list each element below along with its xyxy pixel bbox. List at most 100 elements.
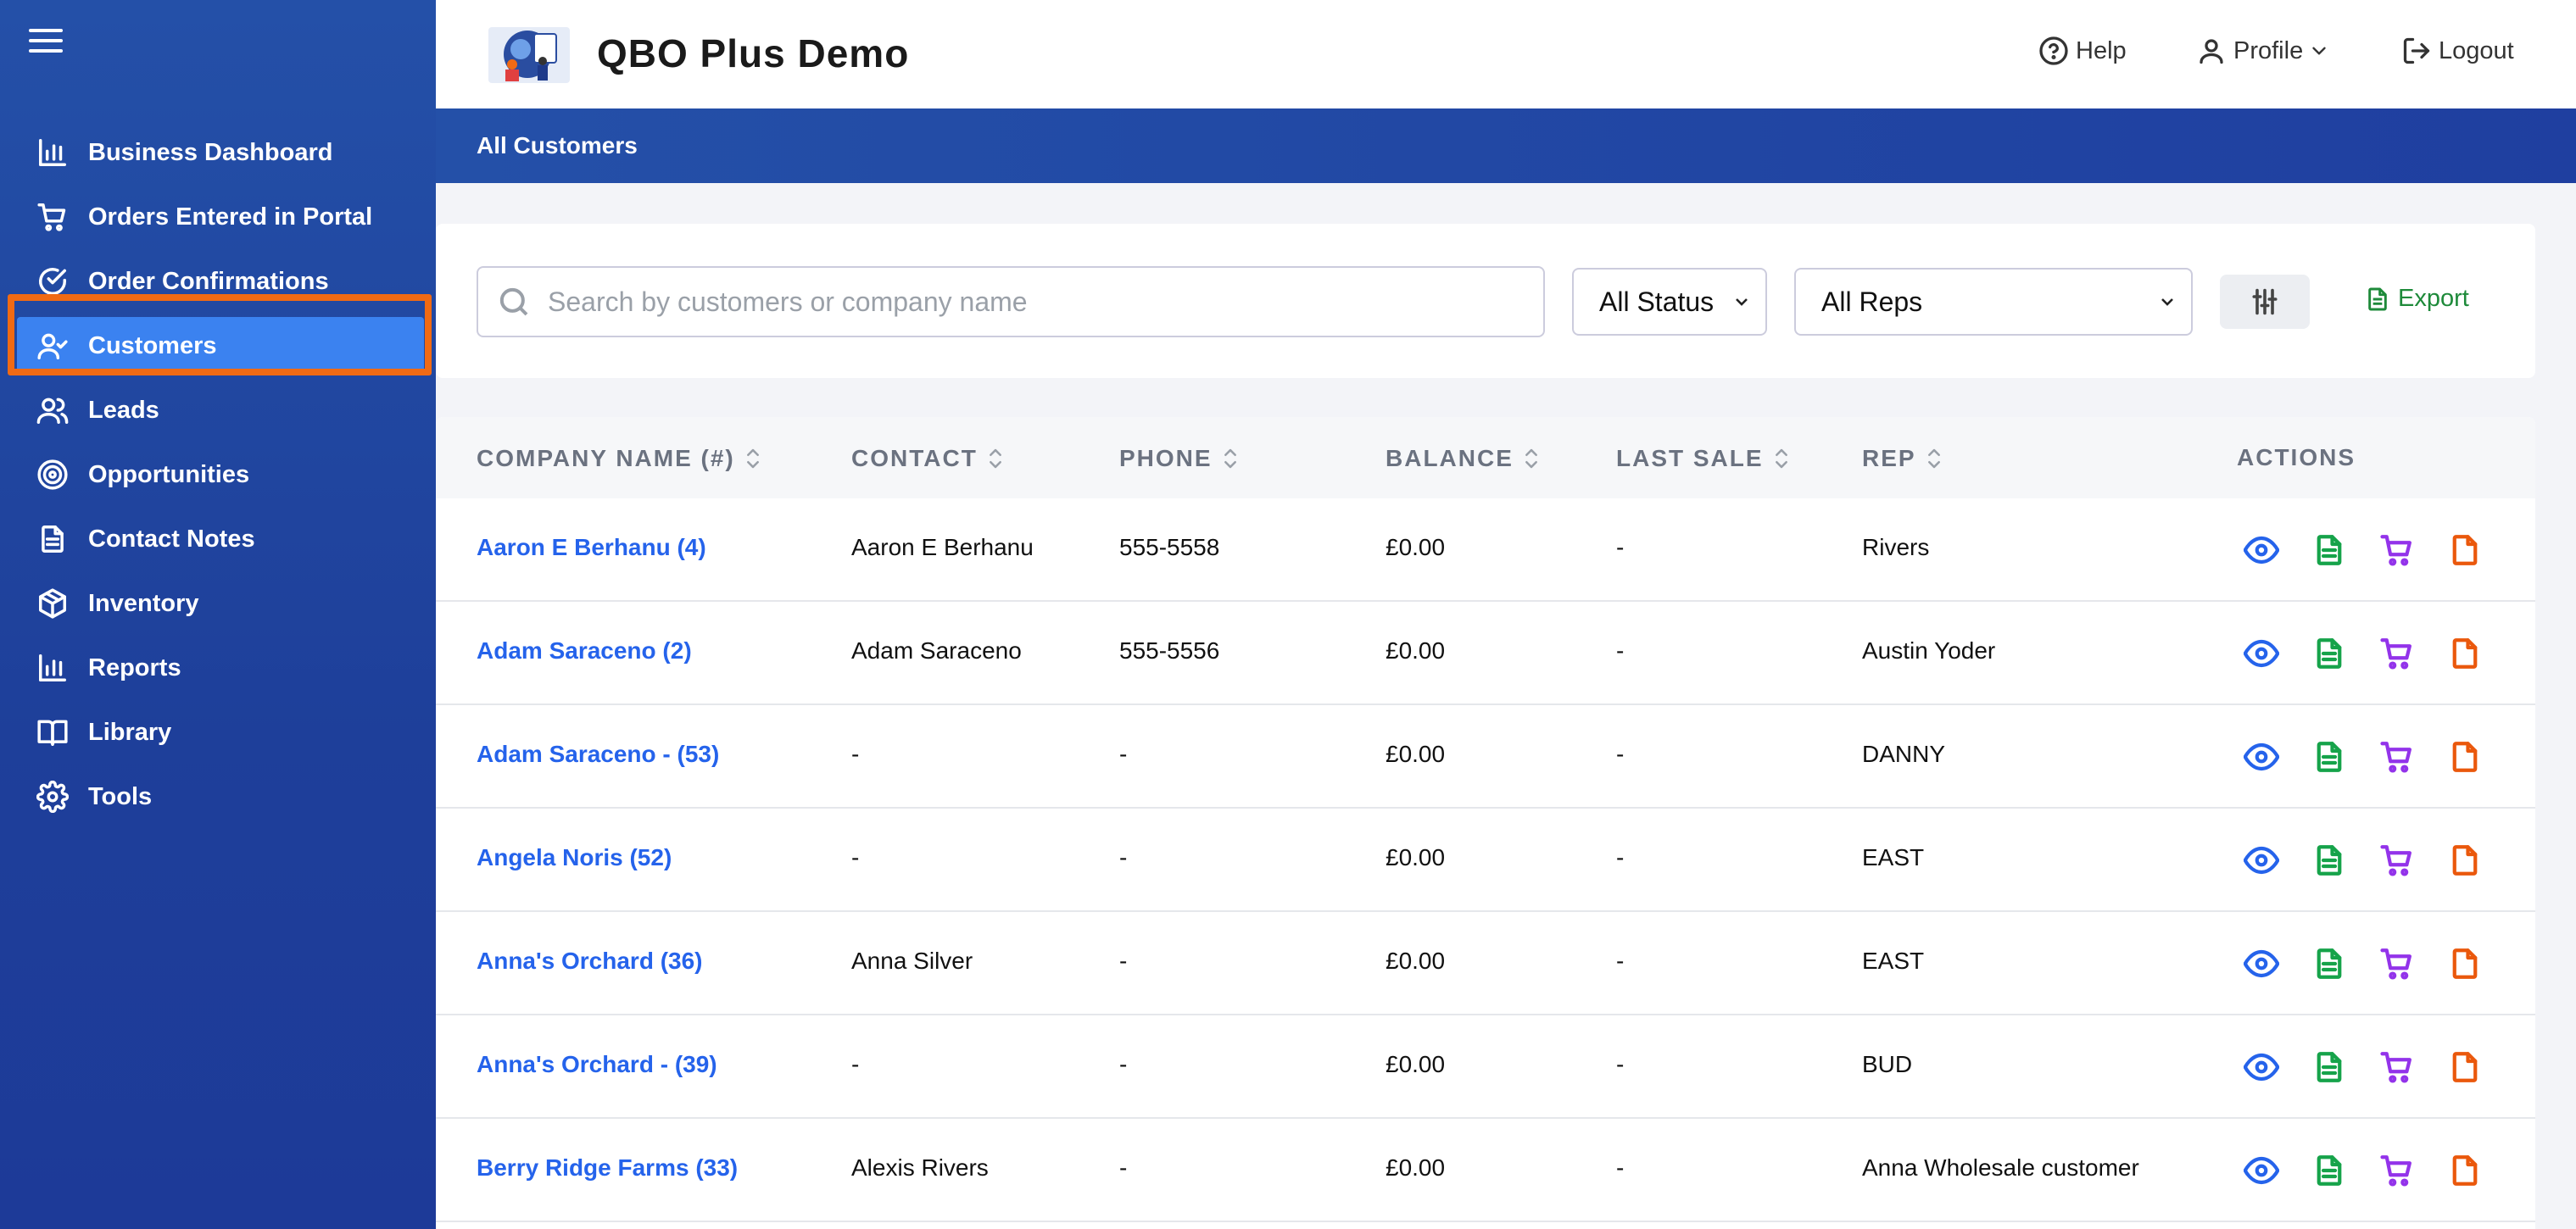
profile-dropdown[interactable]: Profile	[2196, 36, 2337, 66]
cell-rep: Austin Yoder	[1862, 637, 1996, 664]
sidebar-item-reports[interactable]: Reports	[17, 639, 424, 697]
company-link[interactable]: Adam Saraceno - (53)	[477, 741, 720, 767]
logout-link[interactable]: Logout	[2401, 36, 2514, 66]
invoice-icon	[2317, 638, 2342, 669]
cell-contact: -	[851, 844, 860, 870]
column-header-balance[interactable]: BALANCE	[1386, 444, 1539, 473]
box-icon	[36, 587, 70, 620]
column-header-phone[interactable]: PHONE	[1119, 444, 1238, 473]
cart-action-button[interactable]	[2379, 532, 2415, 568]
company-link[interactable]: Anna's Orchard (36)	[477, 948, 703, 974]
sidebar-item-library[interactable]: Library	[17, 703, 424, 761]
invoice-action-button[interactable]	[2311, 1049, 2347, 1085]
note-action-button[interactable]	[2447, 843, 2483, 878]
cart-icon	[2380, 1155, 2412, 1187]
sidebar-item-business-dashboard[interactable]: Business Dashboard	[17, 124, 424, 181]
eye-action-button[interactable]	[2243, 636, 2280, 671]
note-icon	[2452, 1155, 2478, 1186]
cell-last-sale: -	[1616, 1051, 1625, 1077]
eye-action-button[interactable]	[2243, 1049, 2280, 1085]
note-action-button[interactable]	[2447, 739, 2483, 775]
eye-action-button[interactable]	[2243, 1153, 2280, 1188]
hamburger-menu-icon[interactable]	[29, 29, 63, 56]
column-header-contact[interactable]: CONTACT	[851, 444, 1003, 473]
cell-contact: Aaron E Berhanu	[851, 534, 1034, 560]
cell-contact: Alexis Rivers	[851, 1154, 989, 1181]
invoice-action-button[interactable]	[2311, 636, 2347, 671]
note-action-button[interactable]	[2447, 532, 2483, 568]
sidebar-item-customers[interactable]: Customers	[17, 317, 424, 375]
reps-select-value: All Reps	[1821, 286, 1923, 317]
table-row: Aaron E Berhanu (4) Aaron E Berhanu 555-55…	[436, 498, 2535, 602]
cell-rep: BUD	[1862, 1051, 1913, 1077]
note-action-button[interactable]	[2447, 946, 2483, 982]
logout-icon	[2403, 37, 2430, 64]
sidebar-item-inventory[interactable]: Inventory	[17, 575, 424, 632]
company-link[interactable]: Anna's Orchard - (39)	[477, 1051, 717, 1077]
eye-action-button[interactable]	[2243, 739, 2280, 775]
invoice-action-button[interactable]	[2311, 739, 2347, 775]
cart-action-button[interactable]	[2379, 946, 2415, 982]
invoice-action-button[interactable]	[2311, 946, 2347, 982]
cart-action-button[interactable]	[2379, 739, 2415, 775]
profile-label: Profile	[2233, 36, 2304, 64]
eye-action-button[interactable]	[2243, 843, 2280, 878]
sort-icon	[1525, 448, 1537, 469]
cell-phone: -	[1119, 1154, 1128, 1181]
sidebar-item-leads[interactable]: Leads	[17, 381, 424, 439]
cart-action-button[interactable]	[2379, 843, 2415, 878]
sidebar-item-label: Orders Entered in Portal	[88, 203, 373, 231]
export-button[interactable]: Export	[2364, 285, 2469, 313]
company-link[interactable]: Aaron E Berhanu (4)	[477, 534, 706, 560]
reps-select[interactable]: All Reps	[1794, 268, 2193, 336]
sidebar-item-order-confirmations[interactable]: Order Confirmations	[17, 253, 424, 310]
invoice-action-button[interactable]	[2311, 843, 2347, 878]
status-select-value: All Status	[1599, 286, 1715, 317]
table-row: Adam Saraceno - (53) - - £0.00 - DANNY	[436, 705, 2535, 809]
sidebar-item-label: Leads	[88, 396, 159, 424]
sidebar-item-tools[interactable]: Tools	[17, 768, 424, 826]
invoice-action-button[interactable]	[2311, 1153, 2347, 1188]
note-action-button[interactable]	[2447, 1049, 2483, 1085]
sidebar-item-contact-notes[interactable]: Contact Notes	[17, 510, 424, 568]
sidebar-item-label: Contact Notes	[88, 525, 255, 553]
eye-action-button[interactable]	[2243, 946, 2280, 982]
search-input[interactable]	[548, 286, 1523, 318]
help-icon	[2039, 36, 2068, 65]
column-header-label: CONTACT	[851, 445, 978, 471]
search-box[interactable]	[477, 266, 1545, 337]
sidebar-item-orders-entered-in-portal[interactable]: Orders Entered in Portal	[17, 188, 424, 246]
note-action-button[interactable]	[2447, 636, 2483, 671]
column-header-last-sale[interactable]: LAST SALE	[1616, 444, 1789, 473]
cart-action-button[interactable]	[2379, 636, 2415, 671]
sliders-icon	[2252, 288, 2278, 315]
cart-action-button[interactable]	[2379, 1153, 2415, 1188]
company-link[interactable]: Angela Noris (52)	[477, 844, 672, 870]
cell-contact: -	[851, 1051, 860, 1077]
sidebar: Business Dashboard Orders Entered in Port…	[0, 0, 436, 1229]
cart-action-button[interactable]	[2379, 1049, 2415, 1085]
company-link[interactable]: Berry Ridge Farms (33)	[477, 1154, 739, 1181]
cell-contact: Anna Silver	[851, 948, 973, 974]
cell-last-sale: -	[1616, 534, 1625, 560]
column-header-rep[interactable]: REP	[1862, 444, 1942, 473]
column-settings-button[interactable]	[2220, 275, 2310, 329]
cell-balance: £0.00	[1386, 1154, 1446, 1181]
invoice-action-button[interactable]	[2311, 532, 2347, 568]
chevron-down-icon	[2161, 298, 2173, 306]
cell-balance: £0.00	[1386, 948, 1446, 974]
help-link[interactable]: Help	[2038, 36, 2127, 66]
status-select[interactable]: All Status	[1572, 268, 1767, 336]
column-header-company-name[interactable]: COMPANY NAME (#)	[477, 444, 761, 473]
note-icon	[2452, 948, 2478, 979]
cart-icon	[2380, 948, 2412, 980]
cart-icon	[2380, 742, 2412, 773]
eye-icon	[2243, 846, 2280, 875]
cell-phone: -	[1119, 1051, 1128, 1077]
eye-action-button[interactable]	[2243, 532, 2280, 568]
sidebar-item-opportunities[interactable]: Opportunities	[17, 446, 424, 503]
company-link[interactable]: Adam Saraceno (2)	[477, 637, 692, 664]
note-icon	[2452, 845, 2478, 876]
note-action-button[interactable]	[2447, 1153, 2483, 1188]
cell-rep: Rivers	[1862, 534, 1930, 560]
